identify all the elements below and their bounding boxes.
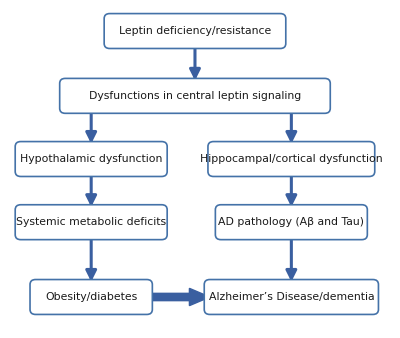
FancyBboxPatch shape <box>204 280 378 314</box>
Text: Hippocampal/cortical dysfunction: Hippocampal/cortical dysfunction <box>200 154 383 164</box>
Polygon shape <box>147 288 210 306</box>
FancyBboxPatch shape <box>30 280 152 314</box>
FancyBboxPatch shape <box>215 205 367 240</box>
FancyBboxPatch shape <box>104 14 286 48</box>
Text: Hypothalamic dysfunction: Hypothalamic dysfunction <box>20 154 162 164</box>
FancyBboxPatch shape <box>15 142 167 176</box>
Text: Dysfunctions in central leptin signaling: Dysfunctions in central leptin signaling <box>89 91 301 101</box>
FancyBboxPatch shape <box>208 142 375 176</box>
FancyBboxPatch shape <box>15 205 167 240</box>
Text: Systemic metabolic deficits: Systemic metabolic deficits <box>16 217 166 227</box>
FancyBboxPatch shape <box>60 78 330 113</box>
Text: Obesity/diabetes: Obesity/diabetes <box>45 292 137 302</box>
Text: Leptin deficiency/resistance: Leptin deficiency/resistance <box>119 26 271 36</box>
Text: Alzheimer’s Disease/dementia: Alzheimer’s Disease/dementia <box>208 292 374 302</box>
Text: AD pathology (Aβ and Tau): AD pathology (Aβ and Tau) <box>218 217 364 227</box>
